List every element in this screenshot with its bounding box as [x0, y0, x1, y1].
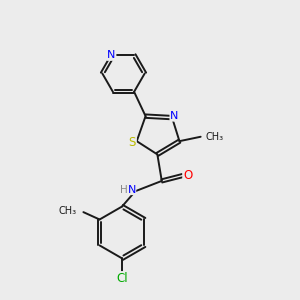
- Text: CH₃: CH₃: [59, 206, 77, 216]
- Text: CH₃: CH₃: [206, 132, 224, 142]
- Text: S: S: [129, 136, 136, 149]
- Text: N: N: [128, 185, 136, 195]
- Text: O: O: [183, 169, 192, 182]
- Text: Cl: Cl: [116, 272, 128, 285]
- Text: N: N: [170, 111, 178, 121]
- Text: N: N: [107, 50, 116, 60]
- Text: H: H: [120, 185, 128, 195]
